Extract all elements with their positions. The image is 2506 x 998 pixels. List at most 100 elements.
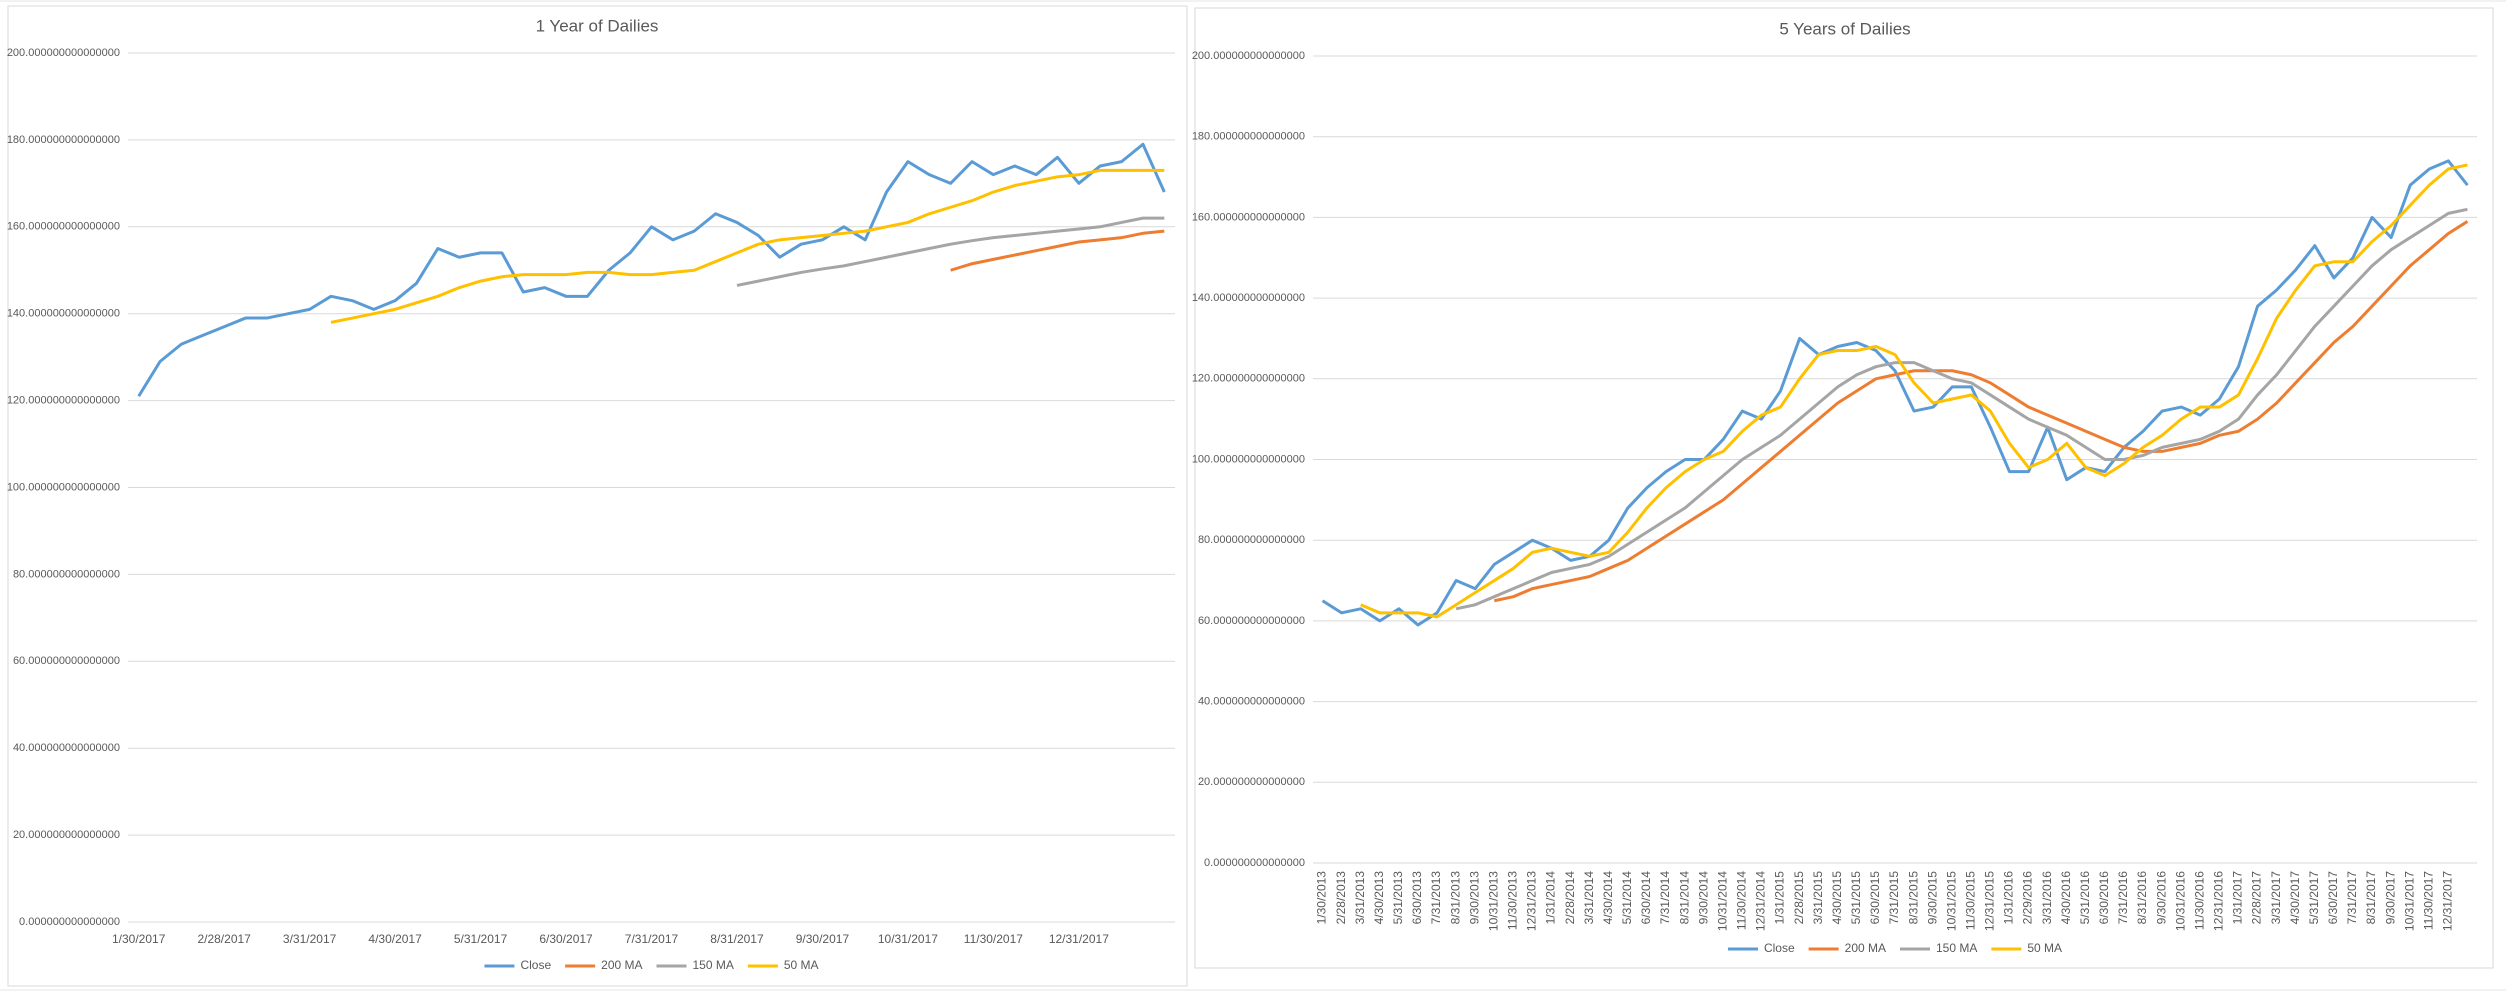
x-tick-label: 6/30/2016 [2097, 871, 2111, 925]
x-tick-label: 11/30/2013 [1506, 871, 1520, 930]
y-tick-label: 120.000000000000000 [1192, 373, 1305, 385]
y-tick-label: 0.000000000000000 [1204, 857, 1305, 869]
x-tick-label: 12/31/2017 [1049, 932, 1109, 946]
y-tick-label: 160.000000000000000 [1192, 211, 1305, 223]
x-tick-label: 1/30/2017 [112, 932, 166, 946]
x-tick-label: 12/31/2015 [1983, 871, 1997, 931]
y-tick-label: 200.000000000000000 [1192, 50, 1305, 62]
x-tick-label: 5/31/2017 [454, 932, 508, 946]
y-tick-label: 200.000000000000000 [7, 47, 120, 59]
x-tick-label: 11/30/2016 [2192, 871, 2206, 930]
chart-frame [7, 5, 1188, 987]
x-tick-label: 9/30/2015 [1925, 871, 1939, 925]
chart-title: 1 Year of Dailies [536, 16, 659, 35]
x-tick-label: 3/31/2014 [1582, 871, 1596, 925]
y-tick-label: 80.000000000000000 [13, 568, 120, 580]
legend-label: Close [520, 958, 551, 972]
x-tick-label: 10/31/2015 [1944, 871, 1958, 931]
x-tick-label: 12/31/2017 [2441, 871, 2455, 931]
y-tick-label: 180.000000000000000 [1192, 131, 1305, 143]
y-tick-label: 140.000000000000000 [7, 308, 120, 320]
x-tick-label: 7/31/2014 [1658, 871, 1672, 925]
y-tick-label: 160.000000000000000 [7, 221, 120, 233]
x-tick-label: 1/30/2013 [1315, 871, 1329, 925]
x-tick-label: 9/30/2016 [2154, 871, 2168, 925]
x-tick-label: 2/28/2015 [1792, 871, 1806, 925]
x-tick-label: 1/31/2017 [2231, 871, 2245, 925]
series-line [950, 229, 1165, 272]
x-tick-label: 11/30/2017 [964, 932, 1023, 946]
series-line [1493, 220, 2469, 603]
x-tick-label: 4/30/2015 [1830, 871, 1844, 925]
x-tick-label: 8/31/2016 [2135, 871, 2149, 925]
y-tick-label: 140.000000000000000 [1192, 292, 1305, 304]
x-tick-label: 11/30/2017 [2421, 871, 2435, 930]
x-tick-label: 8/31/2013 [1448, 871, 1462, 925]
series-line [1360, 163, 2468, 619]
series-line [736, 216, 1165, 287]
y-tick-label: 60.000000000000000 [1198, 615, 1305, 627]
legend-label: 150 MA [693, 958, 734, 972]
x-tick-label: 1/31/2014 [1544, 871, 1558, 925]
x-tick-label: 5/31/2013 [1391, 871, 1405, 925]
x-tick-label: 9/30/2017 [2383, 871, 2397, 925]
y-tick-label: 120.000000000000000 [7, 395, 120, 407]
x-tick-label: 9/30/2013 [1467, 871, 1481, 925]
series-line [330, 168, 1165, 324]
x-tick-label: 7/31/2015 [1887, 871, 1901, 925]
x-tick-label: 10/31/2017 [2402, 871, 2416, 931]
y-tick-label: 40.000000000000000 [1198, 696, 1305, 708]
legend-label: 50 MA [2027, 941, 2062, 955]
x-tick-label: 3/31/2013 [1353, 871, 1367, 925]
x-tick-label: 4/30/2014 [1601, 871, 1615, 925]
x-tick-label: 2/28/2014 [1563, 871, 1577, 925]
series-line [1455, 207, 2468, 611]
legend-label: 200 MA [1845, 941, 1886, 955]
y-tick-label: 20.000000000000000 [1198, 776, 1305, 788]
x-tick-label: 2/29/2016 [2021, 871, 2035, 925]
x-tick-label: 7/31/2017 [625, 932, 679, 946]
y-tick-label: 100.000000000000000 [7, 481, 120, 493]
x-tick-label: 1/31/2016 [2002, 871, 2016, 925]
y-tick-label: 180.000000000000000 [7, 134, 120, 146]
x-tick-label: 6/30/2015 [1868, 871, 1882, 925]
x-tick-label: 5/31/2017 [2307, 871, 2321, 925]
x-tick-label: 11/30/2014 [1735, 871, 1749, 930]
x-tick-label: 6/30/2014 [1639, 871, 1653, 925]
x-tick-label: 4/30/2017 [368, 932, 422, 946]
x-tick-label: 6/30/2017 [539, 932, 593, 946]
x-tick-label: 7/31/2016 [2116, 871, 2130, 925]
x-tick-label: 2/28/2017 [197, 932, 251, 946]
x-tick-label: 4/30/2016 [2059, 871, 2073, 925]
series-line [137, 142, 1166, 398]
x-tick-label: 5/31/2014 [1620, 871, 1634, 925]
x-tick-label: 5/31/2015 [1849, 871, 1863, 925]
legend-label: Close [1764, 941, 1795, 955]
y-tick-label: 80.000000000000000 [1198, 534, 1305, 546]
x-tick-label: 8/31/2017 [2364, 871, 2378, 925]
y-tick-label: 20.000000000000000 [13, 829, 120, 841]
x-tick-label: 1/31/2015 [1773, 871, 1787, 925]
x-tick-label: 4/30/2013 [1372, 871, 1386, 925]
legend-label: 200 MA [601, 958, 642, 972]
x-tick-label: 9/30/2014 [1696, 871, 1710, 925]
x-tick-label: 7/31/2013 [1429, 871, 1443, 925]
y-tick-label: 60.000000000000000 [13, 655, 120, 667]
x-tick-label: 2/28/2017 [2250, 871, 2264, 925]
chart-title: 5 Years of Dailies [1779, 19, 1910, 38]
y-tick-label: 100.000000000000000 [1192, 453, 1305, 465]
x-tick-label: 10/31/2016 [2173, 871, 2187, 931]
x-tick-label: 9/30/2017 [796, 932, 850, 946]
legend-label: 50 MA [784, 958, 819, 972]
x-tick-label: 3/31/2015 [1811, 871, 1825, 925]
x-tick-label: 12/31/2013 [1525, 871, 1539, 931]
x-tick-label: 12/31/2016 [2212, 871, 2226, 931]
x-tick-label: 10/31/2017 [878, 932, 938, 946]
x-tick-label: 12/31/2014 [1754, 871, 1768, 931]
y-tick-label: 0.000000000000000 [19, 916, 120, 928]
x-tick-label: 10/31/2014 [1715, 871, 1729, 931]
x-tick-label: 3/31/2017 [2269, 871, 2283, 925]
legend-label: 150 MA [1936, 941, 1977, 955]
